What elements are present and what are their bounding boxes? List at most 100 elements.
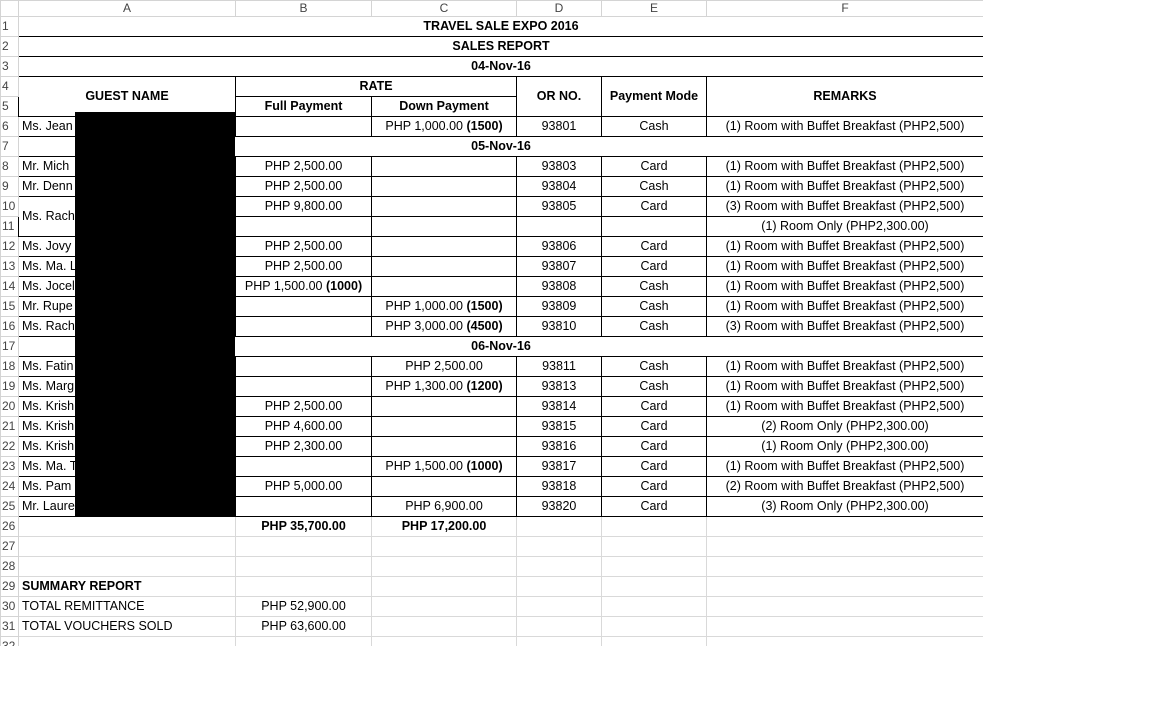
remarks-cell[interactable]: (3) Room Only (PHP2,300.00) — [706, 496, 983, 517]
empty-cell[interactable] — [18, 516, 236, 537]
full-payment-cell[interactable]: PHP 4,600.00 — [235, 416, 372, 437]
or-number-cell[interactable]: 93810 — [516, 316, 602, 337]
row-number[interactable]: 32 — [0, 636, 19, 646]
total-down-payment[interactable]: PHP 17,200.00 — [371, 516, 517, 537]
full-payment-cell[interactable] — [235, 376, 372, 397]
down-payment-cell[interactable]: PHP 1,000.00 (1500) — [371, 296, 517, 317]
column-header-c[interactable]: C — [371, 0, 517, 17]
payment-mode-cell[interactable]: Cash — [601, 116, 707, 137]
remarks-cell[interactable]: (1) Room with Buffet Breakfast (PHP2,500… — [706, 276, 983, 297]
row-number[interactable]: 30 — [0, 596, 19, 617]
full-payment-cell[interactable] — [235, 456, 372, 477]
row-number[interactable]: 5 — [0, 96, 19, 117]
or-number-cell[interactable]: 93814 — [516, 396, 602, 417]
row-number[interactable]: 12 — [0, 236, 19, 257]
summary-value[interactable]: PHP 52,900.00 — [235, 596, 372, 617]
down-payment-cell[interactable] — [371, 276, 517, 297]
spreadsheet-grid[interactable]: A B C D E F 1 TRAVEL SALE EXPO 2016 2 SA… — [0, 0, 983, 646]
empty-cell[interactable] — [706, 516, 983, 537]
or-number-cell[interactable]: 93816 — [516, 436, 602, 457]
or-number-cell[interactable]: 93806 — [516, 236, 602, 257]
row-number[interactable]: 4 — [0, 76, 19, 97]
row-number[interactable]: 21 — [0, 416, 19, 437]
or-number-cell[interactable]: 93815 — [516, 416, 602, 437]
empty-cell[interactable] — [706, 536, 983, 557]
header-rate[interactable]: RATE — [235, 76, 517, 97]
date-heading[interactable]: 04-Nov-16 — [18, 56, 983, 77]
summary-value[interactable]: PHP 63,600.00 — [235, 616, 372, 637]
remarks-cell[interactable]: (1) Room with Buffet Breakfast (PHP2,500… — [706, 236, 983, 257]
or-number-cell[interactable]: 93801 — [516, 116, 602, 137]
header-guest-name[interactable]: GUEST NAME — [18, 76, 236, 117]
report-subtitle[interactable]: SALES REPORT — [18, 36, 983, 57]
empty-cell[interactable] — [516, 636, 602, 646]
row-number[interactable]: 7 — [0, 136, 19, 157]
down-payment-cell[interactable] — [371, 256, 517, 277]
down-payment-cell[interactable] — [371, 236, 517, 257]
empty-cell[interactable] — [18, 556, 236, 577]
empty-cell[interactable] — [706, 556, 983, 577]
remarks-cell[interactable]: (1) Room with Buffet Breakfast (PHP2,500… — [706, 456, 983, 477]
full-payment-cell[interactable] — [235, 316, 372, 337]
row-number[interactable]: 29 — [0, 576, 19, 597]
or-number-cell[interactable]: 93803 — [516, 156, 602, 177]
summary-label[interactable]: TOTAL VOUCHERS SOLD — [18, 616, 236, 637]
empty-cell[interactable] — [235, 576, 372, 597]
row-number[interactable]: 3 — [0, 56, 19, 77]
payment-mode-cell[interactable]: Card — [601, 196, 707, 217]
down-payment-cell[interactable] — [371, 196, 517, 217]
remarks-cell[interactable]: (2) Room Only (PHP2,300.00) — [706, 416, 983, 437]
select-all-corner[interactable] — [0, 0, 19, 17]
empty-cell[interactable] — [601, 636, 707, 646]
remarks-cell[interactable]: (1) Room with Buffet Breakfast (PHP2,500… — [706, 176, 983, 197]
full-payment-cell[interactable] — [235, 356, 372, 377]
empty-cell[interactable] — [706, 636, 983, 646]
row-number[interactable]: 28 — [0, 556, 19, 577]
total-full-payment[interactable]: PHP 35,700.00 — [235, 516, 372, 537]
payment-mode-cell[interactable]: Cash — [601, 276, 707, 297]
remarks-cell[interactable]: (3) Room with Buffet Breakfast (PHP2,500… — [706, 316, 983, 337]
down-payment-cell[interactable] — [371, 176, 517, 197]
empty-cell[interactable] — [516, 576, 602, 597]
empty-cell[interactable] — [601, 576, 707, 597]
empty-cell[interactable] — [516, 516, 602, 537]
payment-mode-cell[interactable]: Card — [601, 476, 707, 497]
header-payment-mode[interactable]: Payment Mode — [601, 76, 707, 117]
or-number-cell[interactable]: 93804 — [516, 176, 602, 197]
or-number-cell[interactable]: 93809 — [516, 296, 602, 317]
empty-cell[interactable] — [18, 536, 236, 557]
row-number[interactable]: 9 — [0, 176, 19, 197]
header-remarks[interactable]: REMARKS — [706, 76, 983, 117]
empty-cell[interactable] — [371, 616, 517, 637]
remarks-cell[interactable]: (2) Room with Buffet Breakfast (PHP2,500… — [706, 476, 983, 497]
full-payment-cell[interactable]: PHP 5,000.00 — [235, 476, 372, 497]
remarks-cell[interactable]: (1) Room with Buffet Breakfast (PHP2,500… — [706, 296, 983, 317]
empty-cell[interactable] — [516, 596, 602, 617]
full-payment-cell[interactable]: PHP 9,800.00 — [235, 196, 372, 217]
payment-mode-cell[interactable]: Card — [601, 236, 707, 257]
empty-cell[interactable] — [516, 556, 602, 577]
full-payment-cell[interactable]: PHP 2,500.00 — [235, 156, 372, 177]
empty-cell[interactable] — [706, 616, 983, 637]
column-header-a[interactable]: A — [18, 0, 236, 17]
empty-cell[interactable] — [706, 596, 983, 617]
column-header-d[interactable]: D — [516, 0, 602, 17]
row-number[interactable]: 25 — [0, 496, 19, 517]
payment-mode-cell[interactable]: Cash — [601, 316, 707, 337]
down-payment-cell[interactable]: PHP 6,900.00 — [371, 496, 517, 517]
down-payment-cell[interactable] — [371, 156, 517, 177]
row-number[interactable]: 27 — [0, 536, 19, 557]
header-or-no[interactable]: OR NO. — [516, 76, 602, 117]
empty-cell[interactable] — [235, 556, 372, 577]
empty-cell[interactable] — [371, 596, 517, 617]
down-payment-cell[interactable] — [371, 476, 517, 497]
empty-cell[interactable] — [516, 216, 602, 237]
row-number[interactable]: 15 — [0, 296, 19, 317]
empty-cell[interactable] — [601, 516, 707, 537]
down-payment-cell[interactable] — [371, 436, 517, 457]
full-payment-cell[interactable]: PHP 2,500.00 — [235, 236, 372, 257]
down-payment-cell[interactable]: PHP 2,500.00 — [371, 356, 517, 377]
row-number[interactable]: 1 — [0, 16, 19, 37]
row-number[interactable]: 22 — [0, 436, 19, 457]
payment-mode-cell[interactable]: Card — [601, 496, 707, 517]
